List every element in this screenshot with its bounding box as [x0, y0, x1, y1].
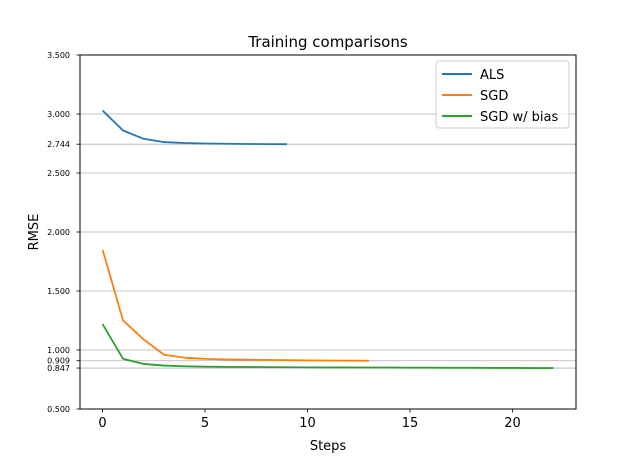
- series-lines: [101, 109, 554, 369]
- series-line-sgd-w-bias: [101, 323, 554, 369]
- x-axis-label: Steps: [310, 439, 347, 454]
- x-tick-label: 20: [504, 416, 521, 431]
- y-tick-label: 0.500: [47, 405, 70, 414]
- chart-title: Training comparisons: [247, 33, 408, 51]
- legend: ALS SGD SGD w/ bias: [435, 60, 570, 129]
- x-tick-label: 0: [98, 416, 106, 431]
- x-axis-ticks: 0 5 10 15 20: [98, 409, 521, 431]
- y-tick-label: 2.744: [47, 140, 70, 149]
- y-tick-label: 3.000: [47, 110, 70, 119]
- legend-box: [435, 60, 570, 129]
- y-tick-label: 2.000: [47, 228, 70, 237]
- y-tick-label: 1.500: [47, 287, 70, 296]
- y-tick-label: 0.847: [47, 364, 70, 373]
- y-tick-label: 2.500: [47, 169, 70, 178]
- series-line-sgd: [101, 249, 369, 362]
- x-tick-label: 5: [201, 416, 209, 431]
- x-tick-label: 15: [402, 416, 419, 431]
- legend-label-sgd: SGD: [480, 89, 508, 104]
- series-line-als: [101, 109, 288, 146]
- legend-label-als: ALS: [480, 68, 504, 83]
- y-tick-label: 0.909: [47, 357, 70, 366]
- y-tick-label: 1.000: [47, 346, 70, 355]
- y-axis-label: RMSE: [27, 214, 42, 251]
- legend-label-sgd-bias: SGD w/ bias: [480, 110, 558, 125]
- y-tick-label: 3.500: [47, 51, 70, 60]
- x-tick-label: 10: [299, 416, 316, 431]
